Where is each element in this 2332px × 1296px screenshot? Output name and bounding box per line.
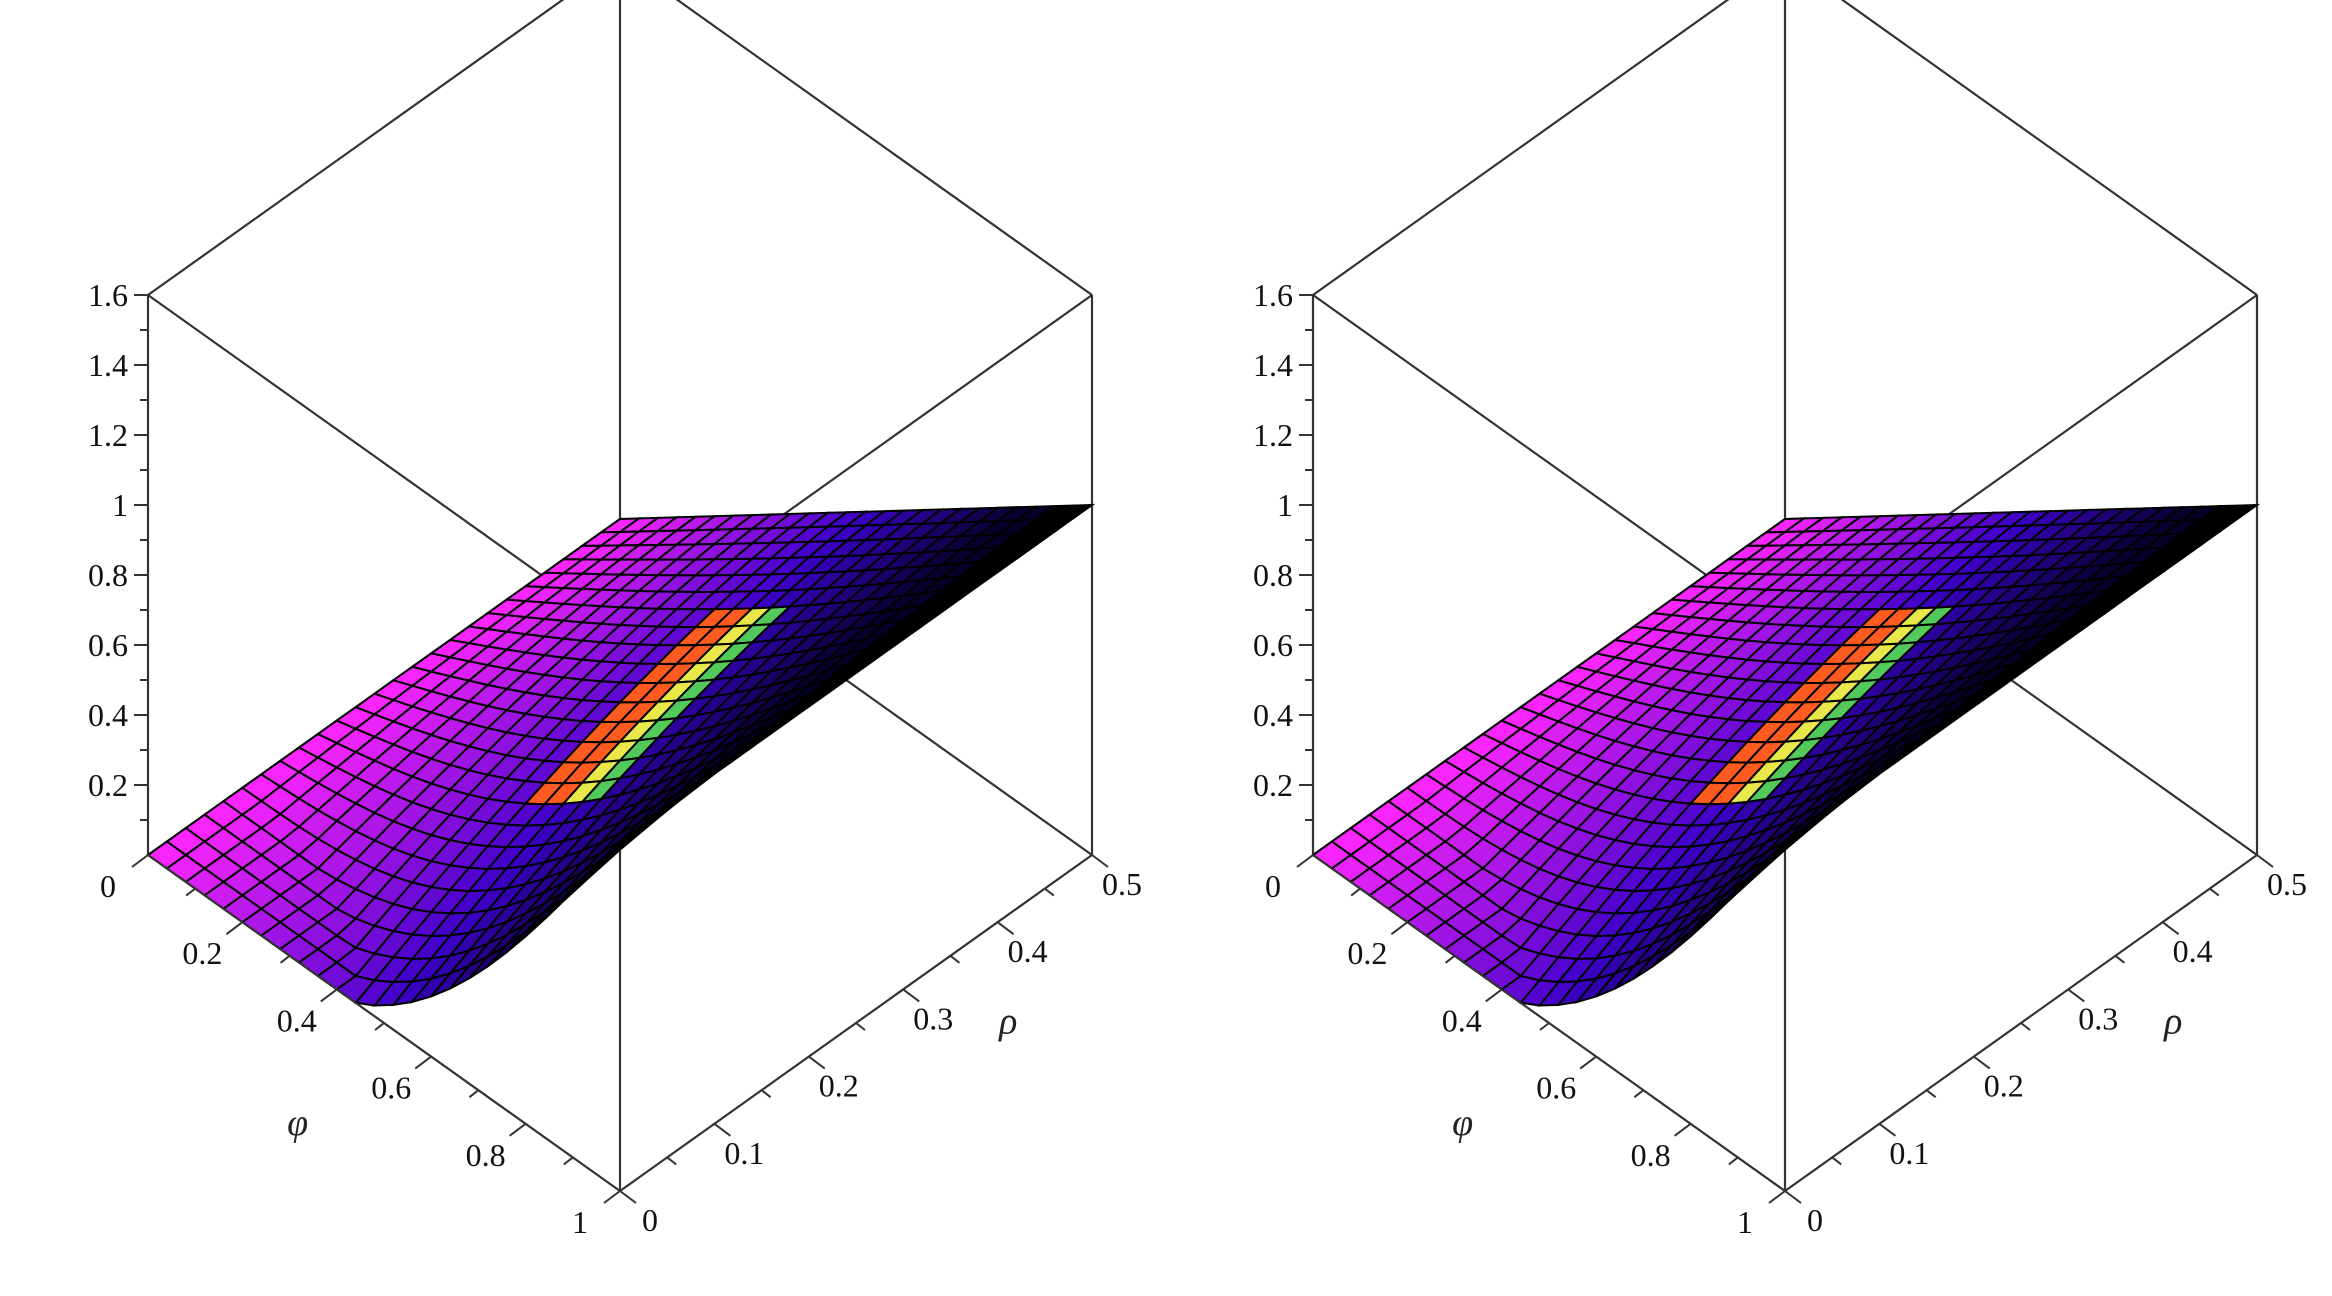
z-tick-label: 1.4: [88, 347, 128, 383]
z-tick-label: 1.2: [1253, 417, 1293, 453]
phi-tick-label: 0: [1265, 868, 1281, 904]
rho-tick-label: 0.4: [2173, 933, 2213, 969]
phi-minor-tick: [468, 1089, 480, 1098]
phi-minor-tick: [185, 887, 196, 897]
rho-minor-tick: [1831, 1156, 1842, 1166]
phi-minor-tick: [1539, 1022, 1550, 1031]
phi-tick-label: 0.8: [1631, 1137, 1671, 1173]
phi-tick-label: 0.2: [182, 935, 222, 971]
rho-tick-label: 0.1: [1889, 1135, 1929, 1171]
rho-tick-label: 0: [642, 1202, 658, 1238]
phi-tick-mark: [1485, 988, 1503, 1003]
rho-minor-tick: [2020, 1022, 2031, 1031]
rho-minor-tick: [666, 1156, 677, 1166]
rho-minor-tick: [949, 955, 961, 964]
rho-tick-mark: [808, 1055, 826, 1070]
phi-tick-mark: [603, 1190, 621, 1204]
rho-tick-mark: [1784, 1190, 1802, 1204]
phi-axis-label: φ: [1452, 1102, 1473, 1144]
surface-plot-left: 0.2 0.4 0.6 0.8 1 1.2 1.4 1.6 0 0.2 0.4 0.6 0.8 1 0 0.1…: [88, 0, 1142, 1240]
phi-minor-tick: [563, 1156, 574, 1166]
rho-tick-label: 0.3: [913, 1000, 953, 1036]
box-edge: [1840, 0, 2258, 296]
phi-minor-tick: [1728, 1156, 1739, 1166]
z-tick-label: 1.6: [88, 277, 128, 313]
rho-tick-label: 0.4: [1008, 933, 1048, 969]
surface-cell: [1765, 826, 1805, 863]
phi-tick-mark: [1768, 1190, 1786, 1204]
rho-tick-label: 0: [1807, 1202, 1823, 1238]
box-edge: [675, 0, 1093, 296]
z-tick-label: 0.4: [88, 697, 128, 733]
surface-cell: [600, 826, 640, 863]
z-tick-label: 1.2: [88, 417, 128, 453]
rho-axis-label: ρ: [2163, 1000, 2182, 1042]
z-tick-label: 1: [1277, 487, 1293, 523]
z-tick-label: 1: [112, 487, 128, 523]
rho-tick-label: 0.5: [2267, 866, 2307, 902]
phi-tick-mark: [509, 1123, 527, 1137]
rho-tick-mark: [2256, 854, 2274, 868]
phi-tick-mark: [320, 988, 338, 1003]
rho-tick-mark: [1091, 854, 1109, 868]
z-tick-label: 0.4: [1253, 697, 1293, 733]
phi-tick-label: 0.6: [1536, 1070, 1576, 1106]
rho-axis-label: ρ: [998, 1000, 1017, 1042]
rho-minor-tick: [2209, 887, 2220, 897]
rho-tick-mark: [902, 988, 920, 1003]
phi-tick-mark: [414, 1055, 432, 1070]
rho-tick-mark: [1878, 1123, 1897, 1137]
phi-tick-label: 0.6: [371, 1070, 411, 1106]
rho-tick-label: 0.5: [1102, 866, 1142, 902]
phi-tick-mark: [1390, 921, 1409, 936]
rho-minor-tick: [1044, 887, 1055, 897]
rho-tick-mark: [619, 1190, 637, 1204]
rho-tick-mark: [1973, 1055, 1991, 1070]
phi-minor-tick: [279, 955, 291, 964]
phi-tick-mark: [131, 854, 149, 868]
z-tick-label: 0.8: [1253, 557, 1293, 593]
phi-tick-label: 0.4: [277, 1002, 317, 1038]
phi-tick-label: 0: [100, 868, 116, 904]
phi-tick-label: 0.8: [466, 1137, 506, 1173]
phi-tick-mark: [1296, 854, 1314, 868]
box-edge: [147, 0, 565, 296]
rho-minor-tick: [2114, 955, 2126, 964]
rho-tick-mark: [2162, 921, 2180, 936]
phi-minor-tick: [1633, 1089, 1645, 1098]
rho-minor-tick: [855, 1022, 866, 1031]
rho-minor-tick: [760, 1089, 772, 1098]
phi-minor-tick: [1350, 887, 1361, 897]
box-edge: [1312, 0, 1730, 296]
rho-tick-mark: [2067, 988, 2085, 1003]
z-tick-label: 0.6: [88, 627, 128, 663]
z-tick-label: 0.8: [88, 557, 128, 593]
phi-minor-tick: [1444, 955, 1456, 964]
rho-tick-label: 0.3: [2078, 1000, 2118, 1036]
rho-tick-mark: [996, 921, 1015, 936]
rho-tick-label: 0.2: [1984, 1068, 2024, 1104]
z-tick-label: 1.4: [1253, 347, 1293, 383]
surface-plot-right: 0.2 0.4 0.6 0.8 1 1.2 1.4 1.6 0 0.2 0.4 0.6 0.8 1 0 0.1…: [1253, 0, 2307, 1240]
phi-tick-mark: [225, 921, 243, 936]
z-tick-label: 0.2: [88, 767, 128, 803]
rho-minor-tick: [1925, 1089, 1937, 1098]
z-tick-label: 0.6: [1253, 627, 1293, 663]
phi-tick-label: 1: [1737, 1204, 1753, 1240]
phi-tick-label: 0.2: [1347, 935, 1387, 971]
z-tick-label: 1.6: [1253, 277, 1293, 313]
rho-tick-mark: [713, 1123, 732, 1137]
z-tick-label: 0.2: [1253, 767, 1293, 803]
rho-tick-label: 0.2: [819, 1068, 859, 1104]
phi-tick-mark: [1579, 1055, 1597, 1070]
phi-minor-tick: [374, 1022, 385, 1031]
rho-tick-label: 0.1: [724, 1135, 764, 1171]
phi-tick-mark: [1673, 1123, 1692, 1137]
phi-axis-label: φ: [287, 1102, 308, 1144]
phi-tick-label: 0.4: [1442, 1002, 1482, 1038]
phi-tick-label: 1: [572, 1204, 588, 1240]
